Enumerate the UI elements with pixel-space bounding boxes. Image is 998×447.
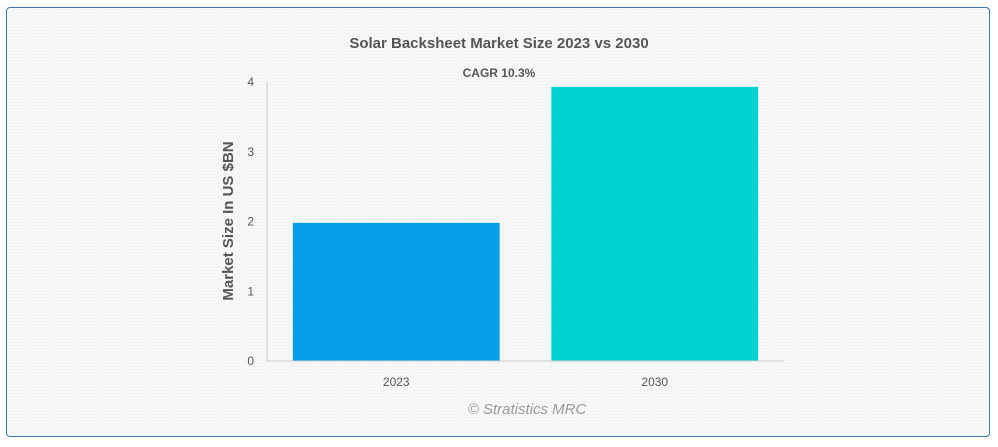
credit-text: © Stratistics MRC xyxy=(468,401,587,418)
y-tick-label: 2 xyxy=(247,215,254,229)
x-tick-label: 2023 xyxy=(383,375,410,389)
bars xyxy=(292,86,759,361)
y-tick-label: 0 xyxy=(247,354,254,368)
x-ticks: 2023 2030 xyxy=(383,375,669,389)
y-tick-label: 4 xyxy=(247,75,254,89)
y-tick-label: 3 xyxy=(247,145,254,159)
bar-2023[interactable] xyxy=(292,222,500,361)
cagr-annotation: CAGR 10.3% xyxy=(463,66,536,80)
y-axis-label: Market Size In US $BN xyxy=(220,141,237,300)
bar-2030[interactable] xyxy=(551,86,759,361)
x-tick-label: 2030 xyxy=(641,375,668,389)
y-tick-label: 1 xyxy=(247,284,254,298)
y-ticks: 0 1 2 3 4 xyxy=(247,75,254,368)
chart-frame xyxy=(6,7,990,437)
chart-title: Solar Backsheet Market Size 2023 vs 2030 xyxy=(349,35,648,52)
